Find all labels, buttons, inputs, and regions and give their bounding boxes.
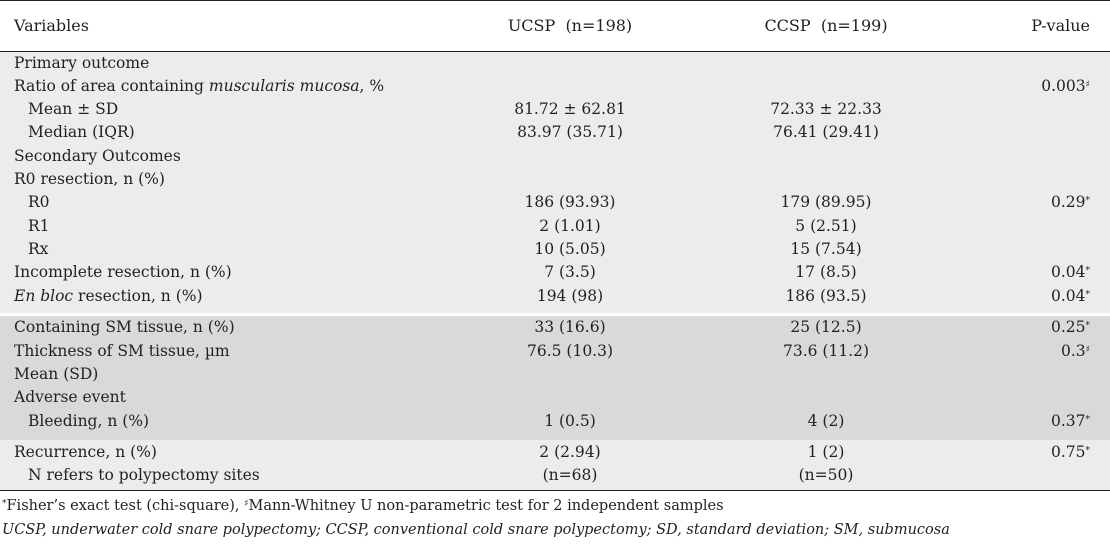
ucsp-value: 33 (16.6)	[534, 318, 606, 336]
table-row: Ratio of area containing muscularis muco…	[0, 75, 1110, 98]
row-label: R1	[28, 217, 50, 235]
footnote-abbreviations: UCSP, underwater cold snare polypectomy;…	[2, 522, 950, 538]
ucsp-value: 10 (5.05)	[534, 240, 606, 258]
table-row: Rx 10 (5.05) 15 (7.54)	[0, 238, 1110, 261]
ccsp-value: 4 (2)	[807, 412, 845, 430]
table-row: R0 186 (93.93) 179 (89.95) 0.29*	[0, 191, 1110, 214]
row-label: R0 resection, n (%)	[14, 170, 165, 188]
table-row: Bleeding, n (%) 1 (0.5) 4 (2) 0.37*	[0, 410, 1110, 433]
row-label: Mean ± SD	[28, 100, 119, 118]
table-row: Primary outcome	[0, 52, 1110, 75]
p-value: 0.37*	[1050, 412, 1090, 430]
table-row: Median (IQR) 83.97 (35.71) 76.41 (29.41)	[0, 121, 1110, 144]
row-label: R0	[28, 193, 50, 211]
ccsp-value: 5 (2.51)	[795, 217, 857, 235]
ucsp-value: 2 (1.01)	[539, 217, 601, 235]
table-row: Thickness of SM tissue, µm 76.5 (10.3) 7…	[0, 340, 1110, 363]
ccsp-value: 186 (93.5)	[785, 287, 867, 305]
table-row: Incomplete resection, n (%) 7 (3.5) 17 (…	[0, 261, 1110, 284]
ucsp-value: 194 (98)	[536, 287, 604, 305]
p-value: 0.04*	[1050, 263, 1090, 281]
ccsp-value: 72.33 ± 22.33	[770, 100, 882, 118]
table-header: Variables UCSP (n=198) CCSP (n=199) P-va…	[0, 0, 1110, 52]
row-label: En bloc resection, n (%)	[14, 287, 203, 305]
table-row: En bloc resection, n (%) 194 (98) 186 (9…	[0, 285, 1110, 308]
ucsp-value: (n=68)	[542, 466, 598, 484]
table-row: N refers to polypectomy sites (n=68) (n=…	[0, 464, 1110, 487]
footnote-tests: *Fisher’s exact test (chi-square), ♯Mann…	[2, 498, 724, 514]
ccsp-value: 179 (89.95)	[780, 193, 872, 211]
section-band-primary-secondary	[0, 52, 1110, 313]
table-row: R0 resection, n (%)	[0, 168, 1110, 191]
table-row: R1 2 (1.01) 5 (2.51)	[0, 215, 1110, 238]
table-row: Mean (SD)	[0, 363, 1110, 386]
row-label: Incomplete resection, n (%)	[14, 263, 232, 281]
section-band-sm-adverse	[0, 316, 1110, 440]
table-row: Recurrence, n (%) 2 (2.94) 1 (2) 0.75*	[0, 441, 1110, 464]
row-label: N refers to polypectomy sites	[28, 466, 260, 484]
ccsp-value: (n=50)	[798, 466, 854, 484]
row-label: Thickness of SM tissue, µm	[14, 342, 230, 360]
ucsp-value: 81.72 ± 62.81	[514, 100, 626, 118]
table-row: Containing SM tissue, n (%) 33 (16.6) 25…	[0, 316, 1110, 339]
p-value: 0.3♯	[1060, 342, 1090, 360]
header-variables: Variables	[14, 16, 89, 35]
header-pvalue: P-value	[1031, 16, 1090, 35]
ccsp-value: 76.41 (29.41)	[773, 123, 879, 141]
table-row: Mean ± SD 81.72 ± 62.81 72.33 ± 22.33	[0, 98, 1110, 121]
row-label: Recurrence, n (%)	[14, 443, 157, 461]
row-label: Primary outcome	[14, 54, 150, 72]
table-row: Secondary Outcomes	[0, 145, 1110, 168]
ccsp-value: 1 (2)	[807, 443, 845, 461]
row-label: Rx	[28, 240, 49, 258]
ucsp-value: 186 (93.93)	[524, 193, 616, 211]
ccsp-value: 73.6 (11.2)	[782, 342, 870, 360]
p-value: 0.04*	[1050, 287, 1090, 305]
row-label: Median (IQR)	[28, 123, 135, 141]
ccsp-value: 15 (7.54)	[790, 240, 862, 258]
ucsp-value: 1 (0.5)	[544, 412, 596, 430]
header-ccsp: CCSP (n=199)	[764, 16, 888, 35]
header-ucsp: UCSP (n=198)	[507, 16, 633, 35]
row-label: Ratio of area containing muscularis muco…	[14, 77, 385, 95]
bottom-rule	[0, 490, 1110, 491]
p-value: 0.75*	[1050, 443, 1090, 461]
row-label: Bleeding, n (%)	[28, 412, 150, 430]
ccsp-value: 17 (8.5)	[795, 263, 857, 281]
header-rule	[0, 51, 1110, 52]
row-label: Mean (SD)	[14, 365, 99, 383]
row-label: Adverse event	[14, 388, 126, 406]
p-value: 0.25*	[1050, 318, 1090, 336]
ucsp-value: 7 (3.5)	[544, 263, 596, 281]
ucsp-value: 2 (2.94)	[539, 443, 601, 461]
ccsp-value: 25 (12.5)	[790, 318, 862, 336]
row-label: Secondary Outcomes	[14, 147, 181, 165]
top-rule	[0, 0, 1110, 1]
ucsp-value: 76.5 (10.3)	[526, 342, 614, 360]
ucsp-value: 83.97 (35.71)	[517, 123, 623, 141]
row-label: Containing SM tissue, n (%)	[14, 318, 235, 336]
table-row: Adverse event	[0, 386, 1110, 409]
p-value: 0.29*	[1050, 193, 1090, 211]
section-band-recurrence	[0, 440, 1110, 490]
p-value: 0.003♯	[1041, 77, 1090, 95]
